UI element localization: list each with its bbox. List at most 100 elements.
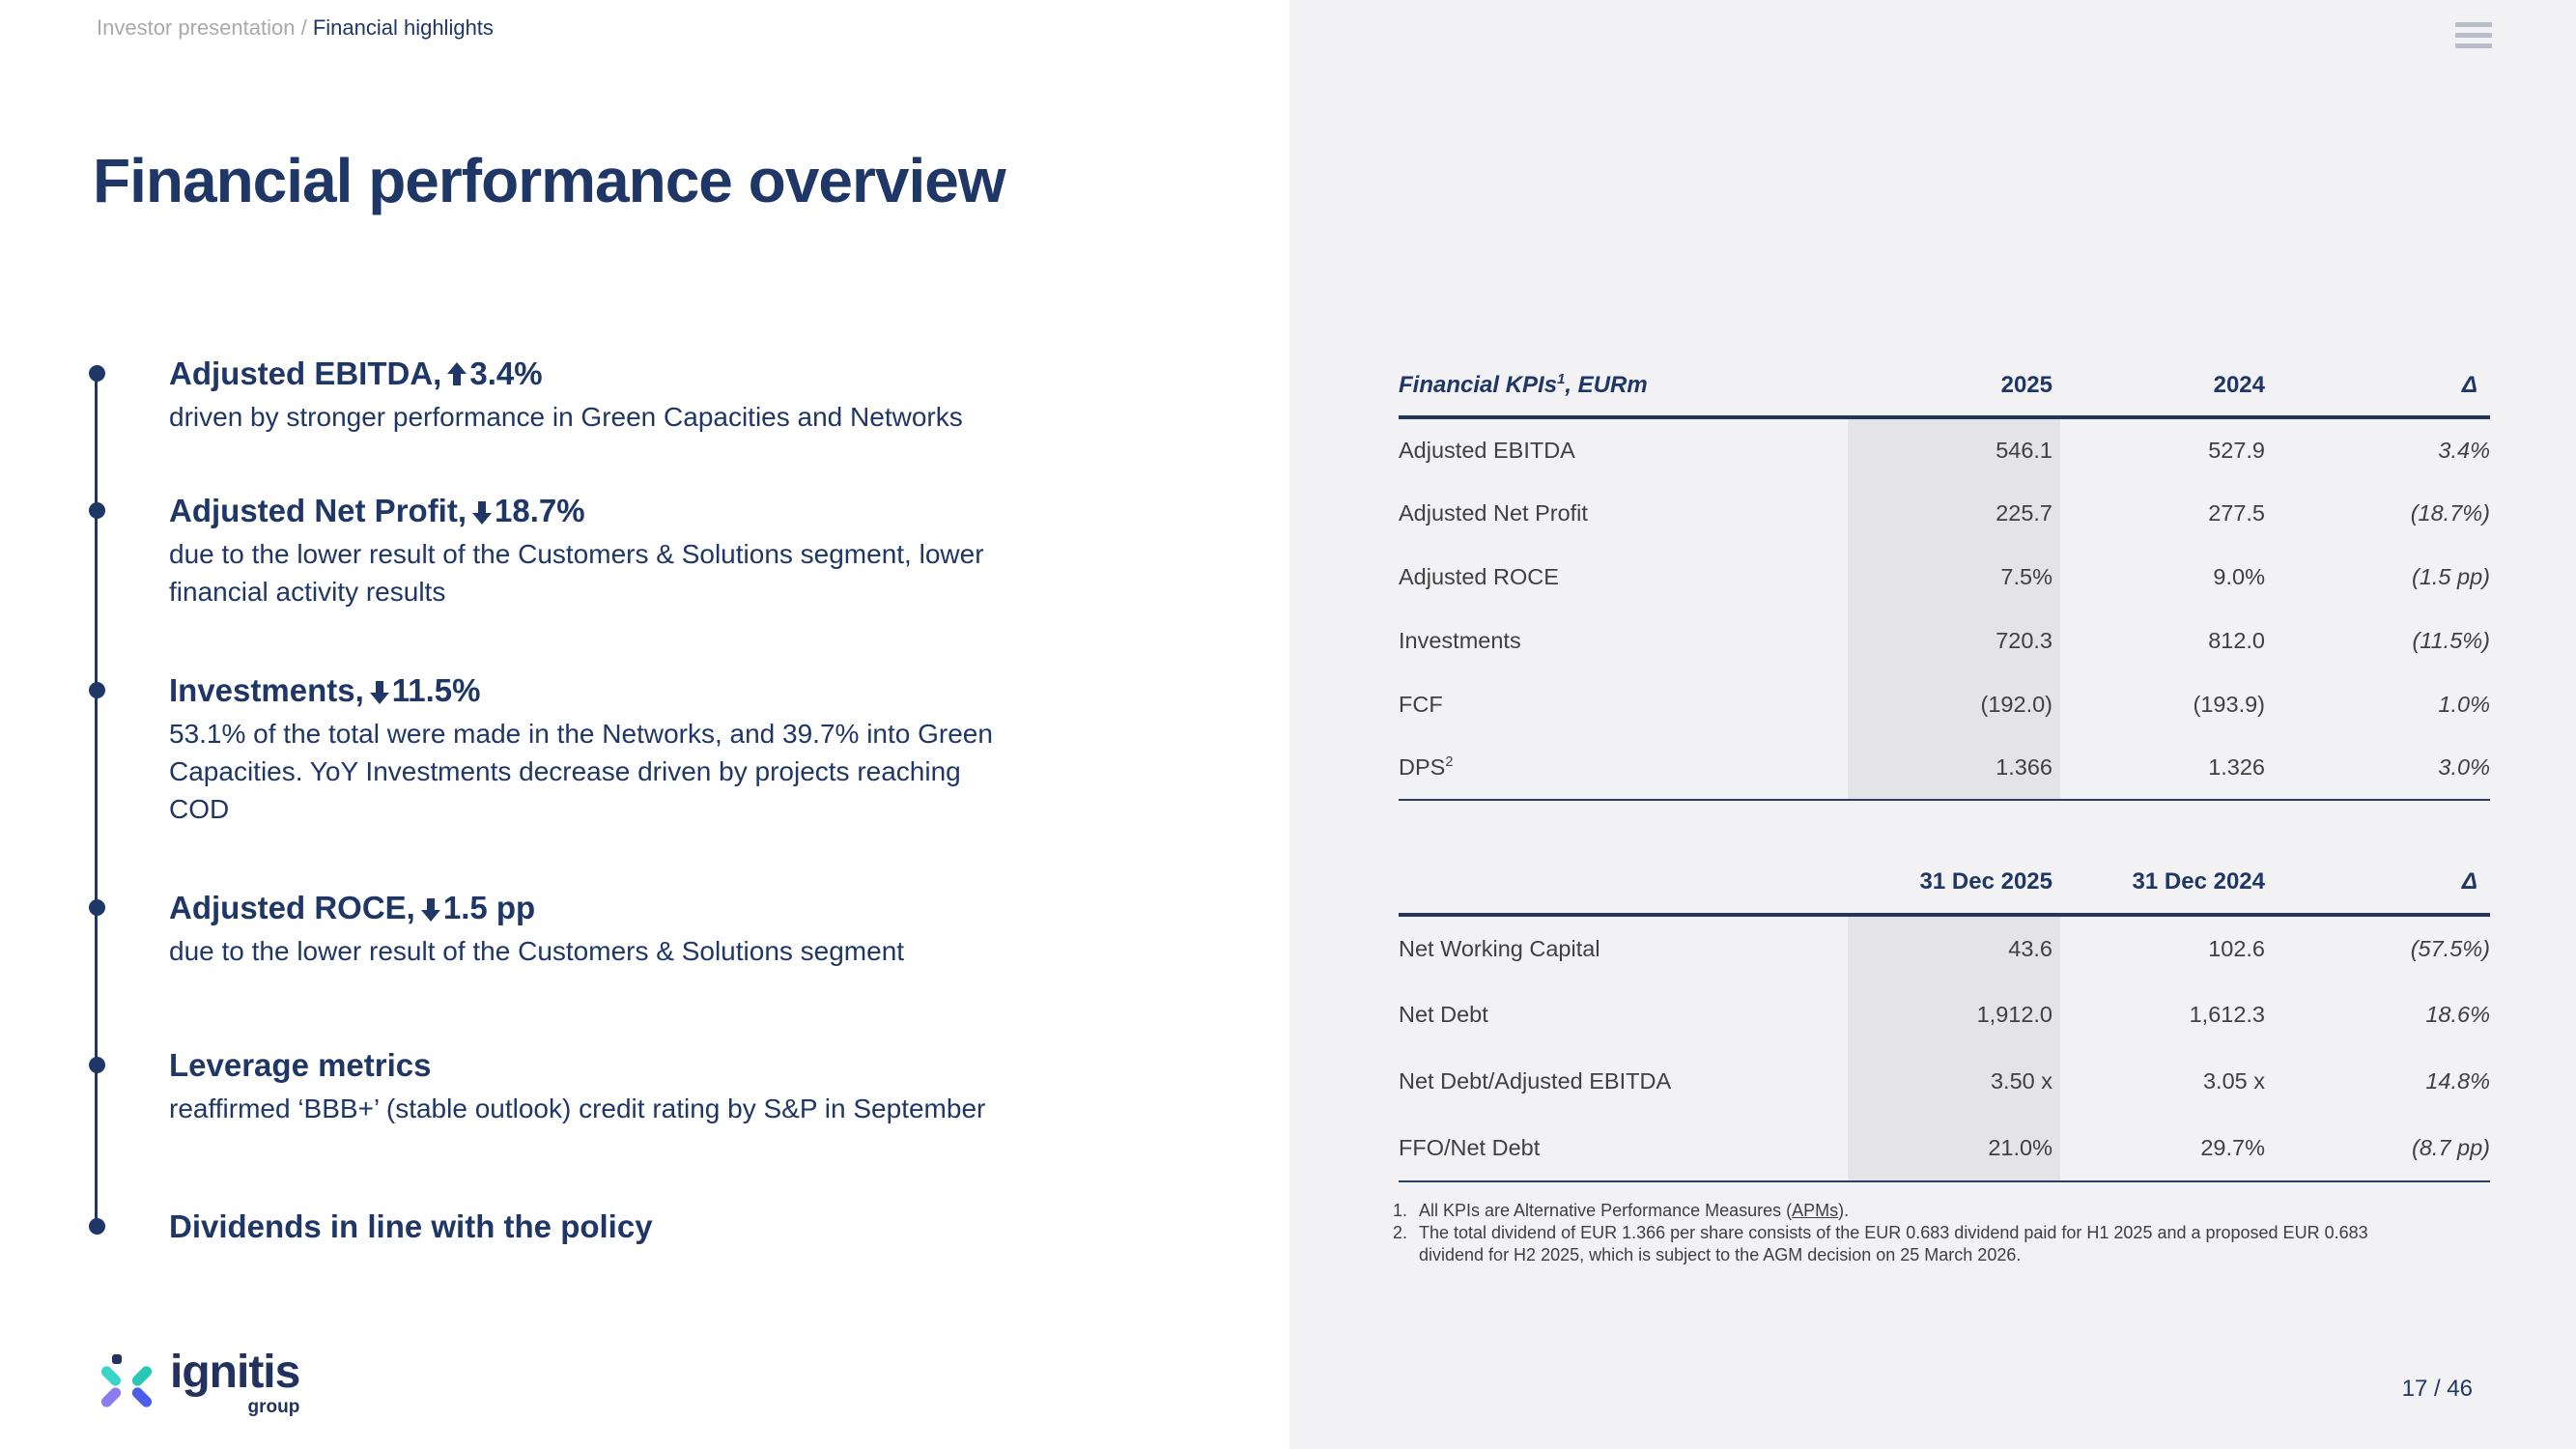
value-2024: 277.5 — [2208, 499, 2265, 526]
bullet-leverage-metrics: Leverage metrics reaffirmed ‘BBB+’ (stab… — [89, 1044, 1229, 1127]
value-delta: (8.7 pp) — [2273, 1115, 2490, 1182]
bullet-detail: reaffirmed ‘BBB+’ (stable outlook) credi… — [169, 1094, 986, 1123]
value-delta: (11.5%) — [2412, 627, 2490, 653]
logo-arm-blue — [129, 1385, 155, 1409]
column-header-31dec2025: 31 Dec 2025 — [1919, 867, 2052, 895]
down-arrow-icon — [472, 499, 492, 525]
footnote-1: 1. All KPIs are Alternative Performance … — [1393, 1200, 2523, 1222]
logo-group-text: group — [247, 1397, 300, 1417]
bullet-heading-text: Adjusted Net Profit, — [169, 493, 467, 528]
value-2024: 3.05 x — [2202, 1068, 2265, 1094]
row-label: Net Debt/Adjusted EBITDA — [1399, 1068, 1672, 1094]
value-2024: (193.9) — [2193, 691, 2265, 717]
hamburger-menu-icon[interactable] — [2455, 22, 2492, 54]
logo-arm-green — [129, 1364, 155, 1388]
table-row: Net Debt/Adjusted EBITDA 3.50 x 3.05 x 1… — [1399, 1048, 2490, 1115]
bullet-heading-text: Adjusted ROCE, — [169, 890, 415, 925]
footnotes: 1. All KPIs are Alternative Performance … — [1393, 1200, 2523, 1266]
value-2025: 43.6 — [1848, 915, 2060, 981]
ignitis-logo: ignitis group — [97, 1347, 300, 1418]
bullet-dot-icon — [89, 1218, 105, 1235]
down-arrow-icon — [370, 679, 389, 704]
bullet-dot-icon — [89, 1057, 105, 1073]
page-title: Financial performance overview — [93, 146, 1006, 215]
table-row: Net Working Capital 43.6 102.6 (57.5%) — [1399, 915, 2490, 981]
bullet-change-value: 1.5 pp — [442, 890, 536, 925]
bullet-heading-text: Dividends in line with the policy — [169, 1208, 653, 1244]
table-row: Adjusted EBITDA 546.1 527.9 3.4% — [1399, 417, 2490, 481]
table-row: Adjusted Net Profit 225.7 277.5 (18.7%) — [1399, 481, 2490, 545]
bullet-change-value: 11.5% — [391, 672, 481, 708]
balance-metrics-table: 31 Dec 2025 31 Dec 2024 Δ Net Working Ca… — [1399, 850, 2490, 1182]
logo-dot — [112, 1354, 122, 1364]
hamburger-bar — [2455, 22, 2492, 27]
row-label: Adjusted ROCE — [1399, 563, 1559, 589]
column-header-31dec2024: 31 Dec 2024 — [2132, 867, 2265, 895]
bullet-detail: due to the lower result of the Customers… — [169, 936, 905, 966]
row-label: FFO/Net Debt — [1399, 1115, 1848, 1182]
value-2024: 812.0 — [2208, 627, 2265, 653]
row-label: Adjusted EBITDA — [1399, 437, 1575, 463]
value-2024: 29.7% — [2060, 1115, 2273, 1182]
value-2025: 21.0% — [1848, 1115, 2060, 1182]
table-title: Financial KPIs1, EURm — [1399, 372, 1648, 398]
table-header-row: Financial KPIs1, EURm 2025 2024 Δ — [1399, 355, 2490, 417]
value-2024: 1,612.3 — [2189, 1002, 2265, 1027]
footnote-text: All KPIs are Alternative Performance Mea… — [1419, 1201, 1850, 1220]
value-2025: 720.3 — [1848, 609, 2060, 672]
logo-wordmark: ignitis group — [170, 1347, 300, 1418]
footnote-text: The total dividend of EUR 1.366 per shar… — [1419, 1223, 2368, 1264]
hamburger-bar — [2455, 43, 2492, 48]
up-arrow-icon — [447, 362, 467, 387]
bullet-change-value: 3.4% — [469, 355, 543, 391]
footnote-ref: 1 — [1557, 372, 1566, 387]
value-2025: 1,912.0 — [1848, 981, 2060, 1048]
bullet-heading: Leverage metrics — [169, 1044, 1229, 1087]
footnote-ref: 2 — [1445, 754, 1454, 771]
value-delta: 1.0% — [2438, 691, 2490, 717]
bullet-heading-text: Leverage metrics — [169, 1047, 432, 1083]
bullet-heading: Investments, 11.5% — [169, 669, 1229, 712]
value-delta: (57.5%) — [2410, 936, 2490, 961]
page-number: 17 / 46 — [2401, 1376, 2473, 1402]
bullet-heading: Adjusted ROCE, 1.5 pp — [169, 887, 1229, 929]
bullet-detail: driven by stronger performance in Green … — [169, 402, 963, 432]
row-label: FCF — [1399, 691, 1443, 717]
logo-brand-text: ignitis — [170, 1347, 300, 1398]
row-label: DPS2 — [1399, 736, 1848, 801]
breadcrumb-separator: / — [295, 15, 313, 40]
value-delta: 14.8% — [2425, 1068, 2490, 1094]
bullet-heading: Adjusted Net Profit, 18.7% — [169, 490, 1229, 532]
bullet-dot-icon — [89, 899, 105, 916]
value-2025: 3.50 x — [1848, 1048, 2060, 1115]
bullet-adjusted-net-profit: Adjusted Net Profit, 18.7% due to the low… — [89, 490, 1229, 611]
breadcrumb: Investor presentation / Financial highli… — [97, 15, 494, 41]
breadcrumb-root[interactable]: Investor presentation — [97, 15, 296, 40]
row-label: Net Debt — [1399, 1002, 1488, 1027]
column-header-delta: Δ — [2461, 372, 2477, 398]
table-header-row: 31 Dec 2025 31 Dec 2024 Δ — [1399, 850, 2490, 915]
apms-link[interactable]: APMs — [1792, 1201, 1839, 1220]
table-row: DPS2 1.366 1.326 3.0% — [1399, 736, 2490, 801]
table-title-empty — [1399, 850, 1848, 915]
ignitis-spark-icon — [97, 1354, 156, 1414]
value-delta: (18.7%) — [2410, 499, 2490, 526]
bullet-investments: Investments, 11.5% 53.1% of the total wer… — [89, 669, 1229, 828]
logo-arm-teal — [99, 1364, 124, 1388]
financial-kpis-table: Financial KPIs1, EURm 2025 2024 Δ Adjust… — [1399, 355, 2490, 801]
bullet-dot-icon — [89, 502, 105, 519]
down-arrow-icon — [421, 896, 440, 922]
value-2024: 9.0% — [2213, 563, 2265, 589]
row-label: Investments — [1399, 627, 1521, 653]
breadcrumb-current[interactable]: Financial highlights — [312, 15, 494, 40]
value-2025: 546.1 — [1848, 417, 2060, 481]
bullet-adjusted-ebitda: Adjusted EBITDA, 3.4% driven by stronger … — [89, 353, 1229, 436]
column-header-delta: Δ — [2461, 867, 2477, 895]
bullet-dot-icon — [89, 365, 105, 382]
value-2024: 1.326 — [2060, 736, 2273, 801]
table-row: FCF (192.0) (193.9) 1.0% — [1399, 672, 2490, 736]
value-2025: 1.366 — [1848, 736, 2060, 801]
value-2025: (192.0) — [1848, 672, 2060, 736]
bullet-change-value: 18.7% — [495, 493, 585, 528]
